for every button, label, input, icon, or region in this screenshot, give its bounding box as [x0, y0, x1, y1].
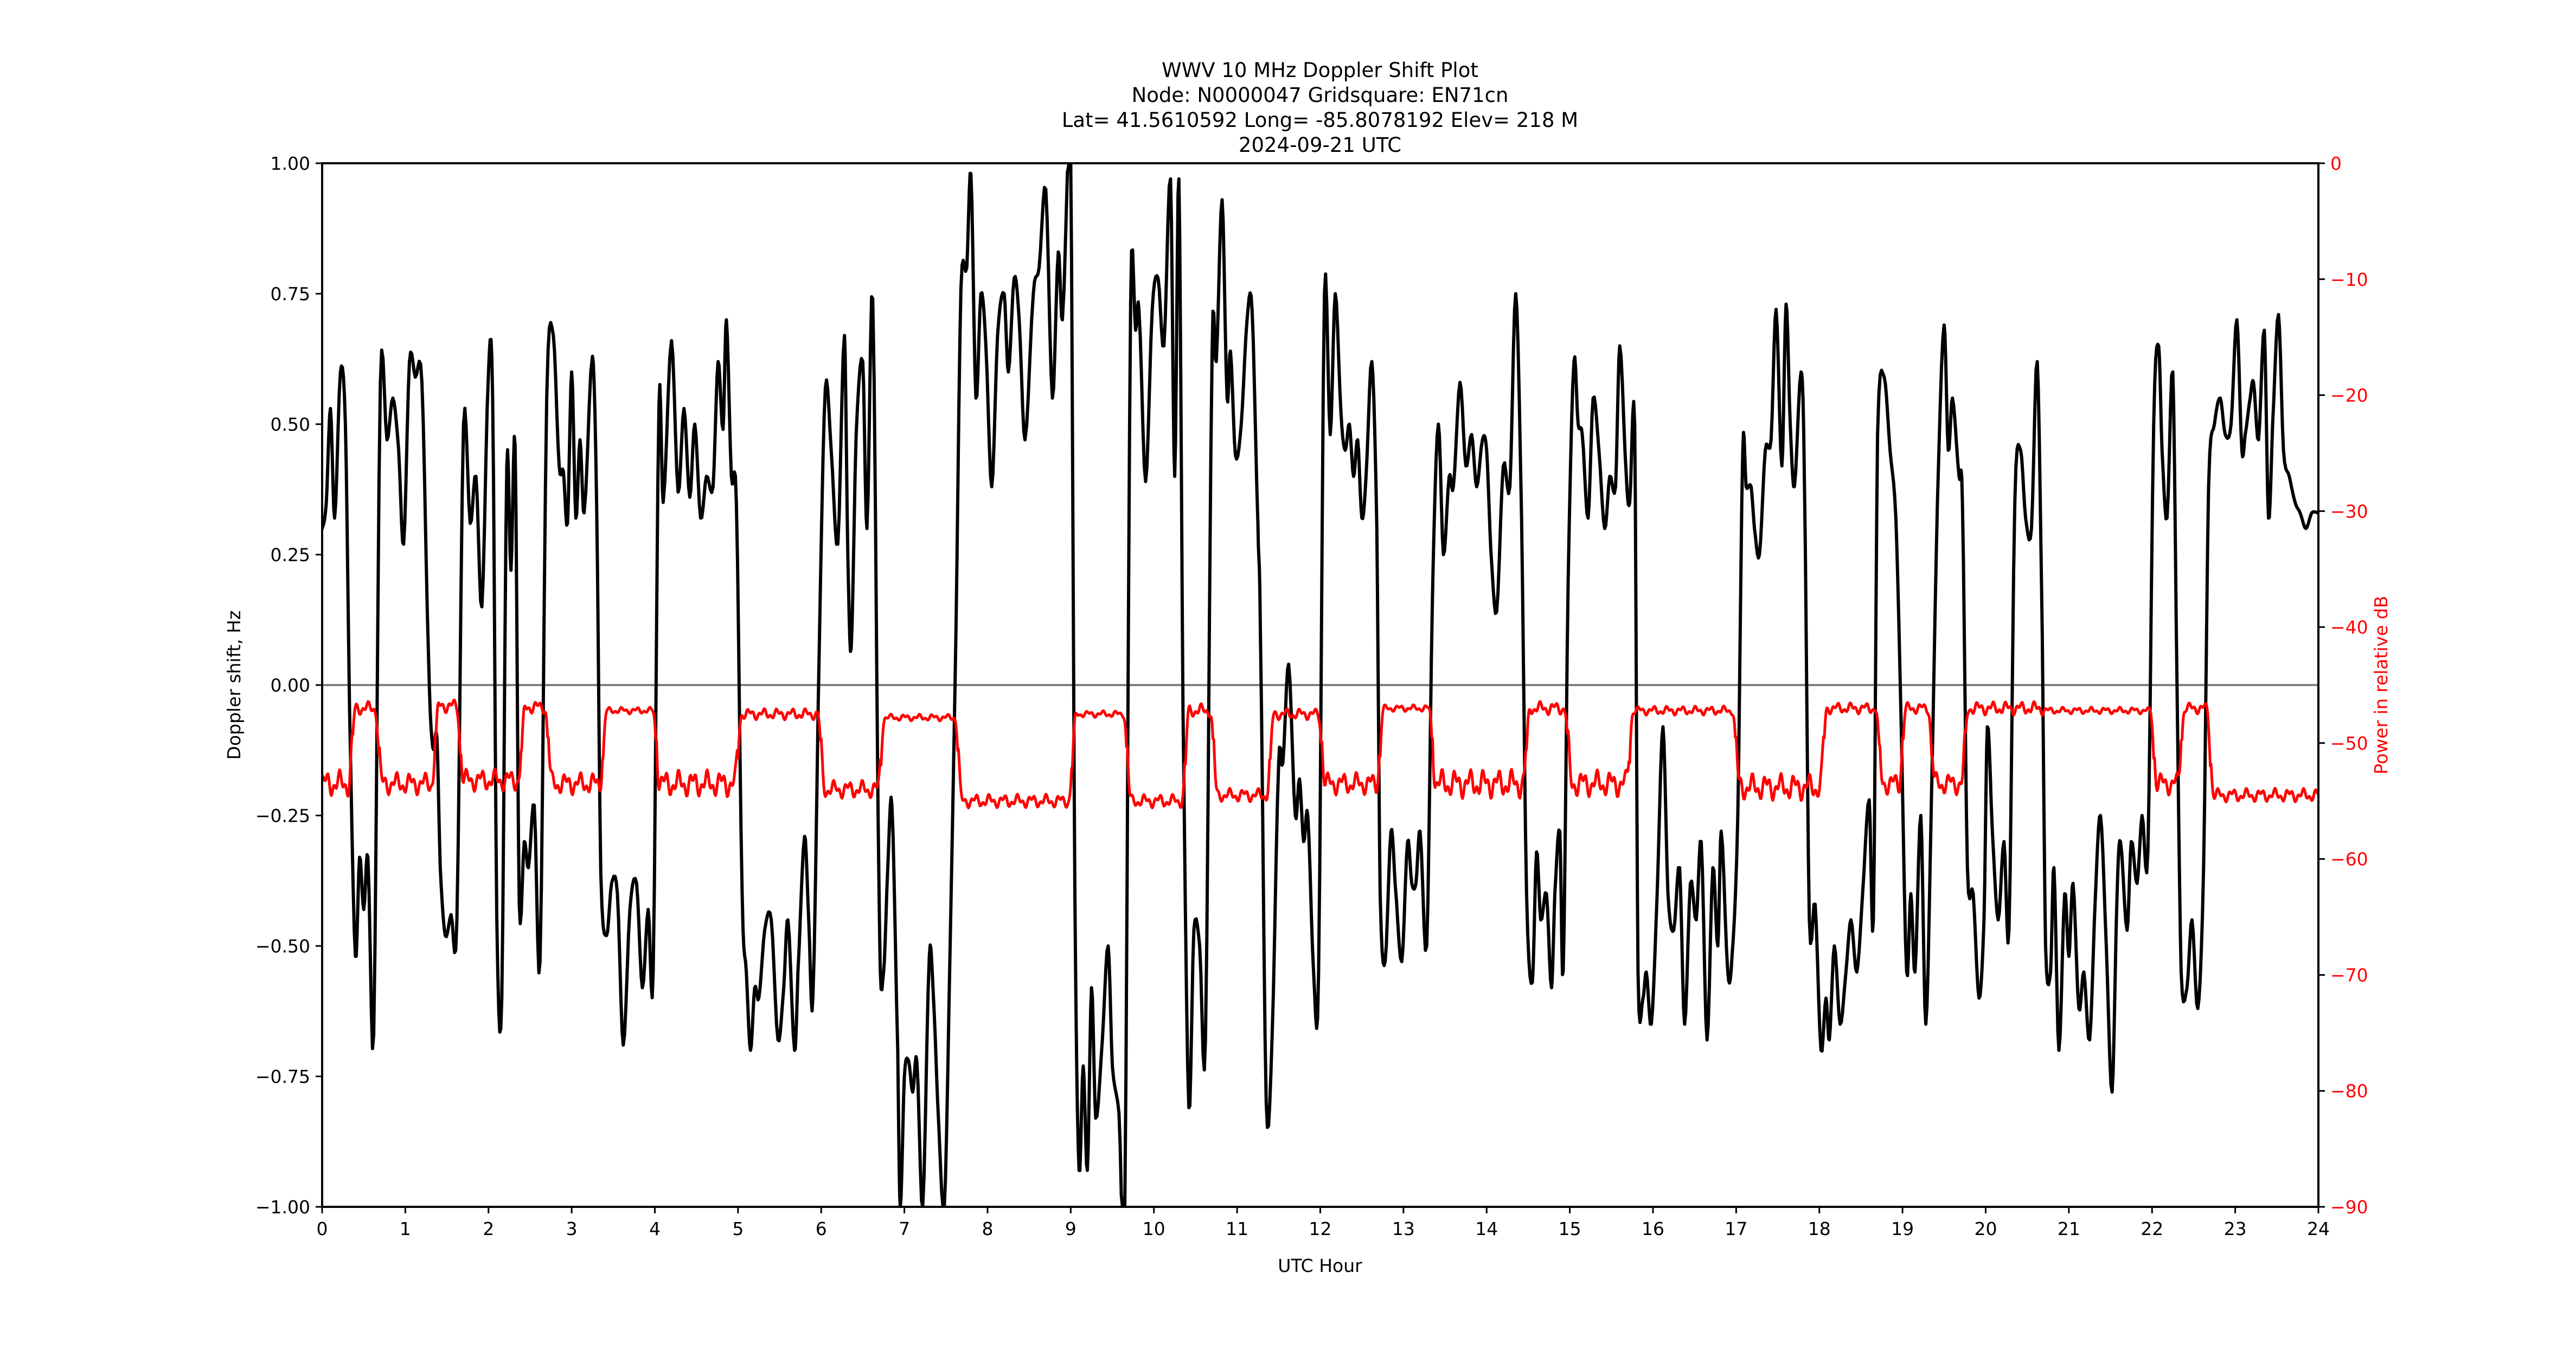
- y-left-tick-label: 1.00: [271, 153, 310, 174]
- y-right-axis-ticks: 0 −10 −20 −30 −40 −50 −60 −70 −80 −90: [2318, 153, 2368, 1218]
- x-axis-label: UTC Hour: [1278, 1255, 1362, 1276]
- x-tick-label: 12: [1309, 1218, 1332, 1239]
- x-tick-label: 16: [1642, 1218, 1664, 1239]
- x-tick-label: 15: [1559, 1218, 1581, 1239]
- y-left-tick-label: 0.75: [271, 284, 310, 305]
- x-tick-label: 17: [1725, 1218, 1747, 1239]
- chart-subtitle-location: Lat= 41.5610592 Long= -85.8078192 Elev= …: [1062, 108, 1578, 132]
- y-left-tick-label: 0.00: [271, 675, 310, 696]
- x-tick-label: 14: [1475, 1218, 1498, 1239]
- chart-subtitle-date: 2024-09-21 UTC: [1239, 133, 1401, 157]
- y-left-axis-label: Doppler shift, Hz: [223, 610, 245, 759]
- y-right-axis-label: Power in relative dB: [2370, 596, 2392, 774]
- y-left-tick-label: 0.50: [271, 414, 310, 435]
- x-tick-label: 18: [1808, 1218, 1831, 1239]
- x-tick-label: 22: [2141, 1218, 2163, 1239]
- x-tick-label: 19: [1891, 1218, 1914, 1239]
- x-tick-label: 8: [982, 1218, 994, 1239]
- y-right-tick-label: −80: [2330, 1080, 2368, 1102]
- x-tick-label: 4: [649, 1218, 661, 1239]
- y-right-tick-label: −30: [2330, 501, 2368, 522]
- x-tick-label: 11: [1226, 1218, 1248, 1239]
- x-tick-label: 7: [899, 1218, 910, 1239]
- x-tick-label: 13: [1392, 1218, 1415, 1239]
- chart-title: WWV 10 MHz Doppler Shift Plot: [1162, 59, 1478, 82]
- y-right-tick-label: −70: [2330, 964, 2368, 986]
- y-right-tick-label: −60: [2330, 849, 2368, 870]
- x-tick-label: 10: [1143, 1218, 1165, 1239]
- y-left-tick-label: 0.25: [271, 545, 310, 566]
- x-tick-label: 20: [1975, 1218, 1997, 1239]
- chart-title-block: WWV 10 MHz Doppler Shift Plot Node: N000…: [1062, 59, 1578, 157]
- y-right-tick-label: −40: [2330, 617, 2368, 638]
- x-tick-label: 24: [2307, 1218, 2330, 1239]
- x-tick-label: 9: [1065, 1218, 1076, 1239]
- y-right-tick-label: −90: [2330, 1197, 2368, 1218]
- x-tick-label: 23: [2224, 1218, 2247, 1239]
- x-tick-label: 1: [400, 1218, 411, 1239]
- x-axis-ticks: 0 1 2 3 4 5 6 7 8 9 10 11 12 13 14 15 16 17 18 19 20 21 22 23 24: [317, 1207, 2330, 1239]
- y-left-tick-label: −0.25: [255, 805, 310, 827]
- x-tick-label: 5: [732, 1218, 744, 1239]
- y-left-tick-label: −0.75: [255, 1066, 310, 1088]
- doppler-shift-series: [322, 163, 2318, 1207]
- chart-subtitle-node: Node: N0000047 Gridsquare: EN71cn: [1132, 84, 1509, 107]
- x-tick-label: 21: [2058, 1218, 2080, 1239]
- y-right-tick-label: 0: [2330, 153, 2342, 174]
- y-left-tick-label: −1.00: [255, 1197, 310, 1218]
- x-tick-label: 6: [816, 1218, 827, 1239]
- y-right-tick-label: −20: [2330, 385, 2368, 406]
- y-right-tick-label: −10: [2330, 269, 2368, 290]
- y-right-tick-label: −50: [2330, 733, 2368, 754]
- power-series: [322, 699, 2318, 810]
- y-left-tick-label: −0.50: [255, 936, 310, 957]
- x-tick-label: 2: [483, 1218, 494, 1239]
- x-tick-label: 0: [317, 1218, 328, 1239]
- x-tick-label: 3: [566, 1218, 578, 1239]
- y-left-axis-ticks: 1.00 0.75 0.50 0.25 0.00 −0.25 −0.50 −0.75 −1.00: [255, 153, 322, 1218]
